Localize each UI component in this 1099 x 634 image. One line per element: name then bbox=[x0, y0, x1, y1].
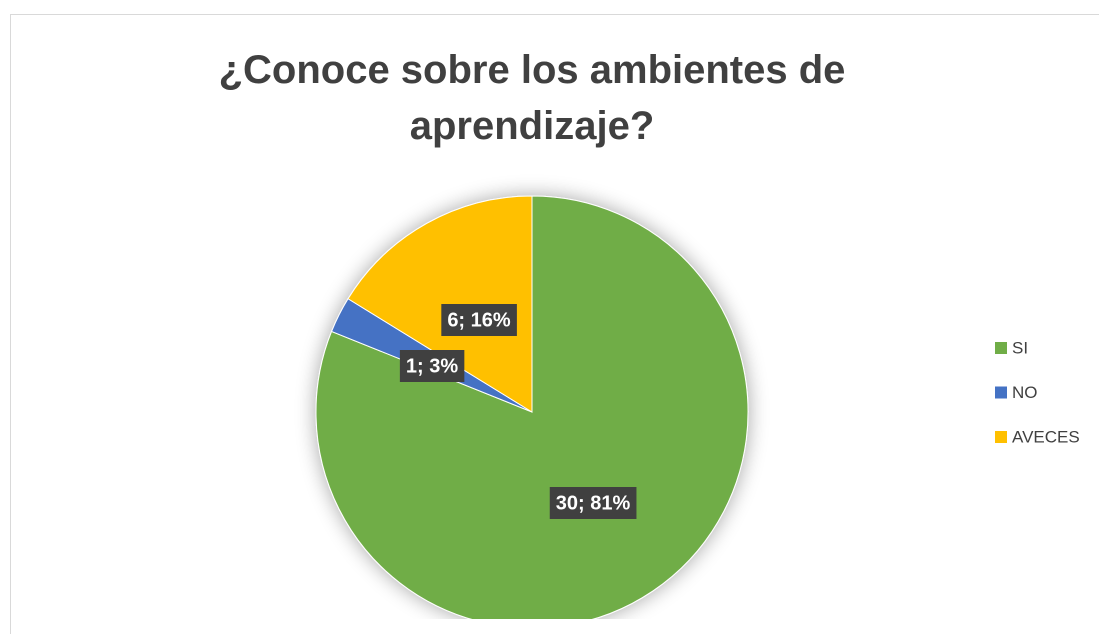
page: ¿Conoce sobre los ambientes de aprendiza… bbox=[10, 14, 1099, 634]
legend-swatch bbox=[995, 386, 1007, 399]
legend-label: AVECES bbox=[1012, 427, 1080, 446]
data-label: 30; 81% bbox=[556, 492, 631, 514]
data-label-box bbox=[441, 304, 517, 336]
data-label-box bbox=[549, 487, 637, 519]
data-label: 1; 3% bbox=[406, 355, 458, 377]
data-label: 6; 16% bbox=[447, 309, 511, 331]
legend-label: SI bbox=[1012, 338, 1028, 357]
legend-swatch bbox=[995, 342, 1007, 354]
pie-slice bbox=[347, 195, 533, 413]
chart-frame bbox=[10, 14, 1099, 634]
chart: 30; 81% 1; 3% 6; 16% SI NO AVECES bbox=[315, 195, 1080, 619]
legend-swatch bbox=[995, 431, 1007, 443]
legend-label: NO bbox=[1012, 383, 1038, 402]
data-label-box bbox=[399, 350, 465, 382]
pie bbox=[315, 195, 749, 619]
chart-title: ¿Conoce sobre los ambientes de aprendiza… bbox=[218, 48, 846, 148]
